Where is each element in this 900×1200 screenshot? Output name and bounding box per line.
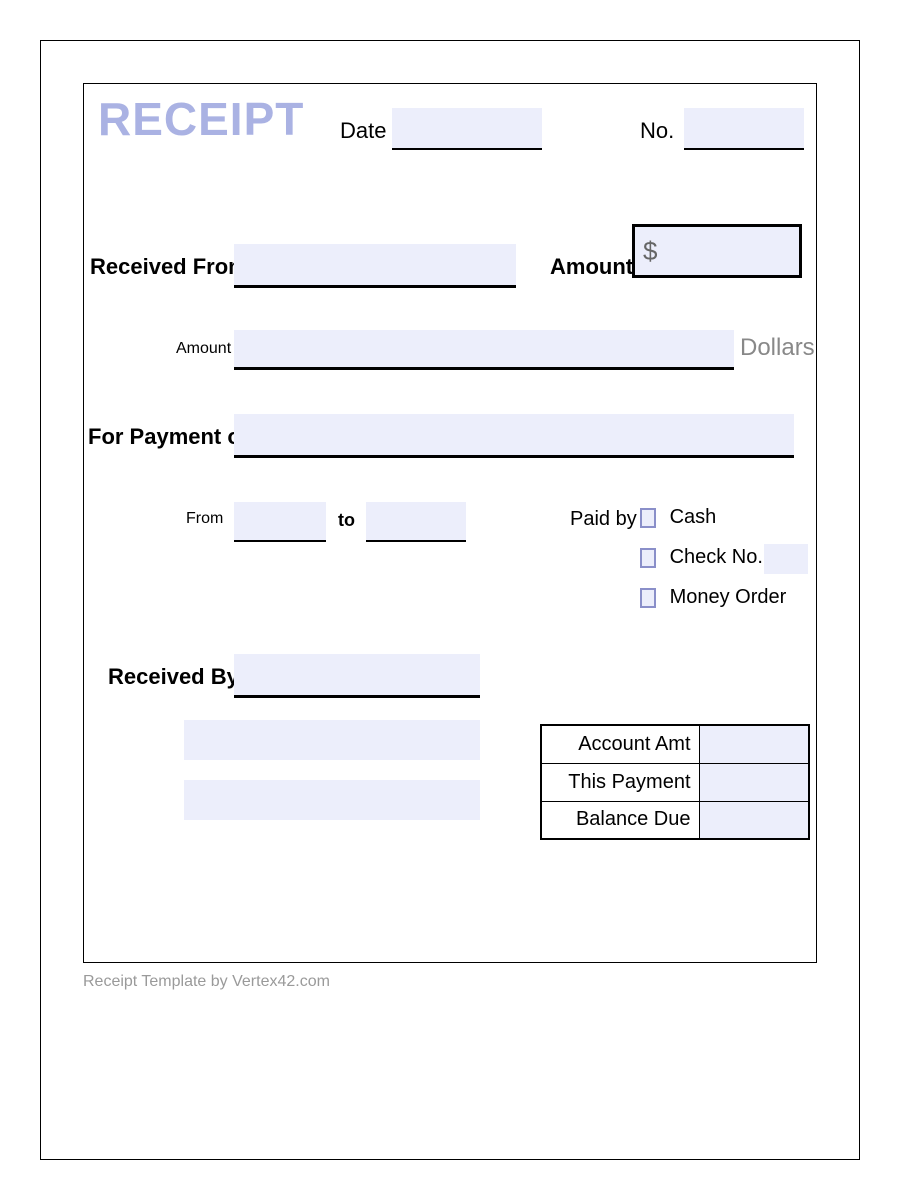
table-row: This Payment <box>541 763 809 801</box>
cash-label: Cash <box>670 506 717 528</box>
received-from-input[interactable] <box>234 244 516 288</box>
receipt-form: RECEIPT Date No. Received From Amount $ … <box>83 83 817 963</box>
check-number-input[interactable] <box>764 544 808 574</box>
table-row: Account Amt <box>541 725 809 763</box>
amount-prefix: $ <box>643 236 657 267</box>
paid-by-option-cash: Cash <box>640 506 716 529</box>
paid-by-option-money-order: Money Order <box>640 586 786 609</box>
check-label: Check No. <box>670 546 763 568</box>
table-row: Balance Due <box>541 801 809 839</box>
account-amt-label: Account Amt <box>541 725 699 763</box>
number-input[interactable] <box>684 108 804 150</box>
period-paidby-row: From to Paid by Cash Check No. Money Ord… <box>84 502 816 632</box>
received-by-line3-input[interactable] <box>184 780 480 820</box>
received-by-line2-input[interactable] <box>184 720 480 760</box>
header-row: Date No. <box>84 106 816 166</box>
amount-words-row: Amount Dollars <box>84 330 816 380</box>
money-order-label: Money Order <box>670 586 787 608</box>
from-label: From <box>186 510 223 528</box>
footer-credit: Receipt Template by Vertex42.com <box>83 973 330 991</box>
to-input[interactable] <box>366 502 466 542</box>
checkbox-cash[interactable] <box>640 508 656 528</box>
amount-words-input[interactable] <box>234 330 734 370</box>
checkbox-money-order[interactable] <box>640 588 656 608</box>
payment-of-input[interactable] <box>234 414 794 458</box>
payment-of-row: For Payment of <box>84 414 816 474</box>
from-input[interactable] <box>234 502 326 542</box>
paid-by-label: Paid by <box>570 508 637 531</box>
date-input[interactable] <box>392 108 542 150</box>
to-label: to <box>338 510 355 531</box>
amount-label: Amount <box>550 254 633 280</box>
received-by-input[interactable] <box>234 654 480 698</box>
paid-by-option-check: Check No. <box>640 546 763 569</box>
checkbox-check[interactable] <box>640 548 656 568</box>
this-payment-label: This Payment <box>541 763 699 801</box>
received-from-row: Received From Amount $ <box>84 244 816 304</box>
balance-due-input[interactable] <box>699 801 809 839</box>
this-payment-input[interactable] <box>699 763 809 801</box>
received-from-label: Received From <box>90 254 248 280</box>
totals-table: Account Amt This Payment Balance Due <box>540 724 810 840</box>
date-label: Date <box>340 118 386 144</box>
amount-words-label: Amount <box>176 340 231 358</box>
account-amt-input[interactable] <box>699 725 809 763</box>
balance-due-label: Balance Due <box>541 801 699 839</box>
amount-box-input[interactable]: $ <box>632 224 802 278</box>
payment-of-label: For Payment of <box>88 424 248 450</box>
dollars-suffix: Dollars <box>740 334 815 362</box>
number-label: No. <box>640 118 674 144</box>
page-frame: RECEIPT Date No. Received From Amount $ … <box>40 40 860 1160</box>
received-by-label: Received By <box>108 664 239 690</box>
